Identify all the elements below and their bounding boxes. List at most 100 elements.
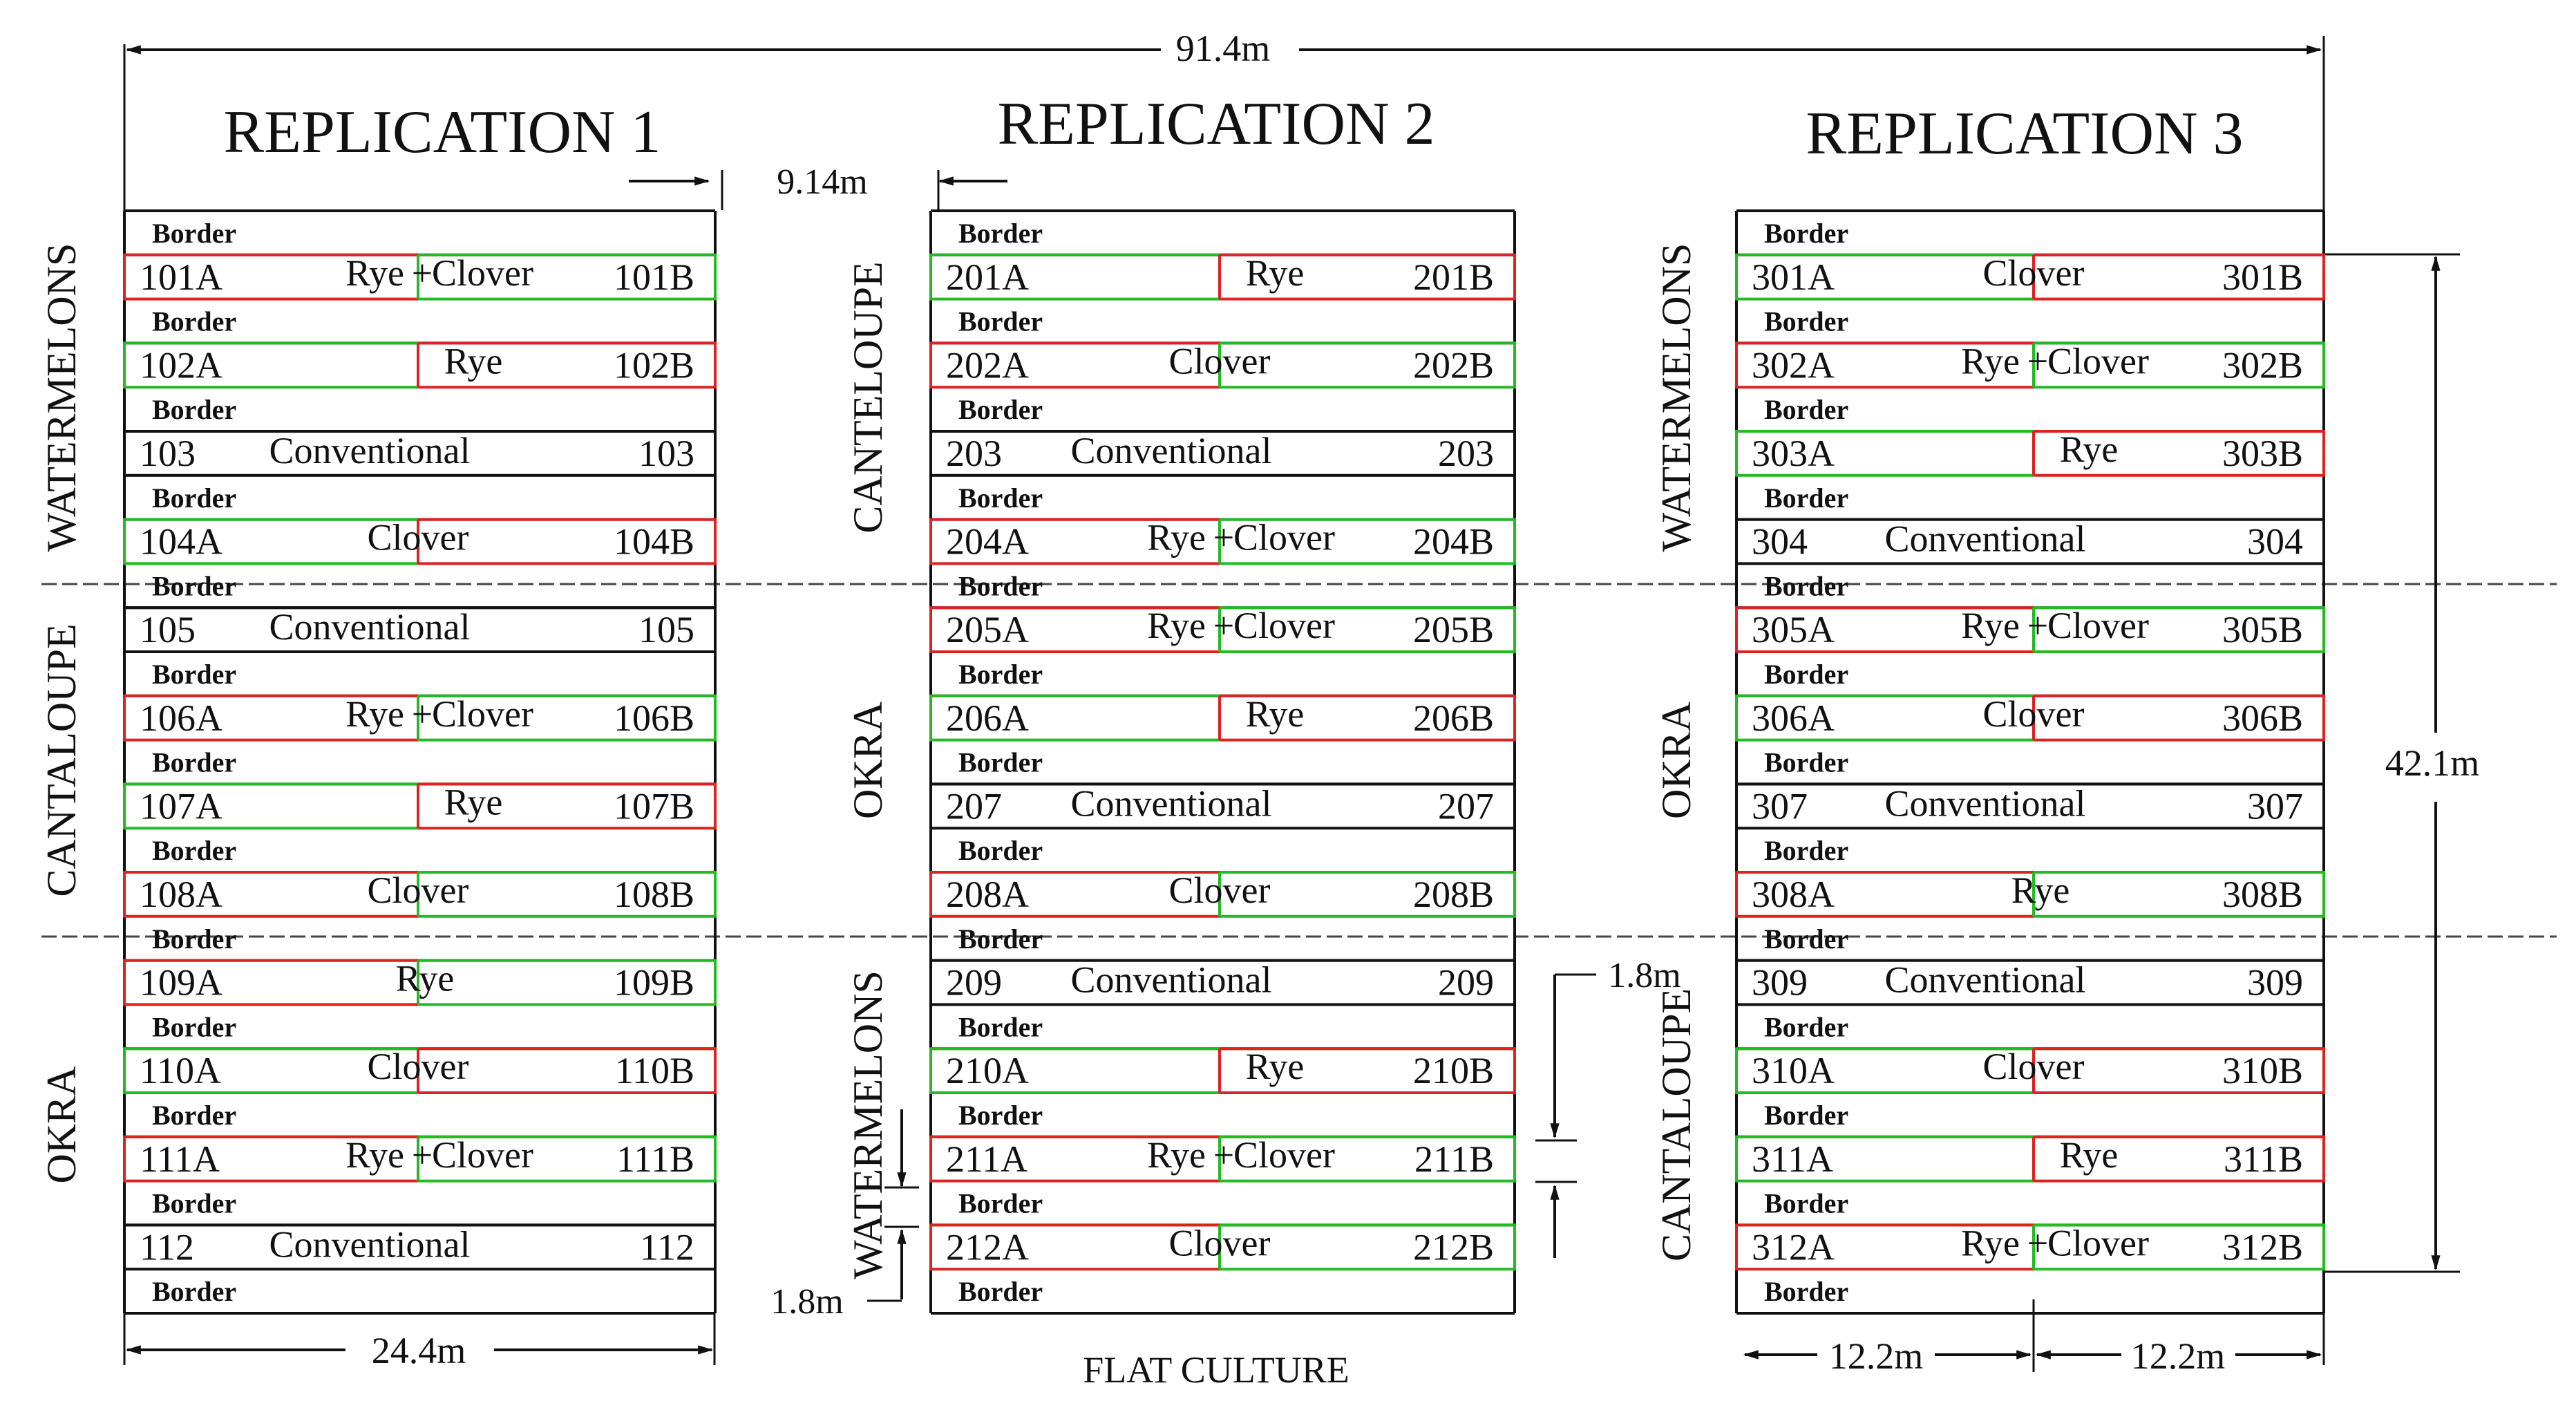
plot-left-half-outline — [929, 606, 1220, 653]
border-row-label: Border — [1764, 394, 1848, 425]
plot-id-right: 306B — [2222, 697, 2303, 739]
plot-treatment-clover: Clover — [2047, 1222, 2149, 1263]
crop-label-rep2-zone3: WATERMELONS — [845, 970, 891, 1279]
border-row-label: Border — [152, 218, 236, 249]
plot-id-left: 212A — [946, 1226, 1029, 1268]
plot-id-right: 111B — [616, 1138, 694, 1180]
plot-id-left: 311A — [1752, 1138, 1833, 1180]
border-row-label: Border — [1764, 1276, 1848, 1307]
plot-id-left: 309 — [1752, 962, 1808, 1004]
rep-spacing-label: 9.14m — [777, 162, 867, 202]
border-row-label: Border — [958, 1011, 1043, 1042]
plot-right-half-outline — [2034, 1223, 2325, 1271]
plot-left-half-outline — [929, 871, 1220, 918]
plot-left-half-outline — [929, 518, 1220, 565]
plot-right-half-outline — [2034, 253, 2325, 301]
plot-treatment-rye: Rye — [1961, 1222, 2020, 1263]
border-row-label: Border — [958, 923, 1043, 955]
plot-treatment-clover: Clover — [1169, 870, 1271, 911]
border-row-label: Border — [152, 394, 236, 425]
plot-treatment-conventional: Conventional — [1071, 430, 1272, 471]
plot-id-right: 206B — [1413, 697, 1494, 739]
plot-left-half-outline — [1735, 341, 2034, 389]
plot-treatment-conventional: Conventional — [1885, 959, 2086, 1001]
plot-treatment-plus: + — [1213, 1134, 1234, 1176]
plot-id-left: 312A — [1752, 1226, 1835, 1268]
plot-treatment-plus: + — [2027, 605, 2048, 646]
border-row-label: Border — [152, 1276, 236, 1307]
border-row-label: Border — [958, 482, 1043, 514]
plot-right-half-outline — [2034, 1135, 2325, 1183]
border-row-label: Border — [152, 482, 236, 514]
crop-label-rep3-zone2: OKRA — [1654, 702, 1699, 819]
border-row-label: Border — [152, 659, 236, 690]
plot-outline — [929, 782, 1516, 830]
plot-outline — [123, 430, 717, 477]
plot-left-half-outline — [929, 694, 1220, 742]
plot-treatment-rye: Rye — [1147, 517, 1206, 558]
plot-id-right: 209 — [1438, 962, 1494, 1004]
plot-id-right: 308B — [2222, 874, 2303, 915]
border-row-label: Border — [152, 1100, 236, 1131]
plot-id-left: 308A — [1752, 874, 1835, 915]
plot-outline — [123, 1223, 717, 1271]
plot-id-right: 311B — [2224, 1138, 2303, 1180]
plot-treatment-rye: Rye — [345, 693, 404, 735]
border-row-label: Border — [1764, 659, 1848, 690]
plot-left-half-outline — [123, 782, 418, 830]
plot-treatment-rye: Rye — [444, 340, 503, 382]
plot-left-half-outline — [1735, 1135, 2034, 1183]
plot-left-half-outline — [929, 1047, 1220, 1094]
plot-id-left: 210A — [946, 1050, 1029, 1091]
plot-right-half-outline — [1220, 606, 1516, 653]
plot-right-half-outline — [2034, 606, 2325, 653]
plot-treatment-plus: + — [412, 693, 433, 735]
plot-id-right: 205B — [1413, 609, 1494, 650]
plot-left-half-outline — [123, 959, 418, 1006]
border-row-label: Border — [152, 923, 236, 955]
border-row-label: Border — [958, 835, 1043, 866]
rep1-width-dimension: 24.4m — [125, 1313, 716, 1371]
plot-right-half-outline — [1220, 341, 1516, 389]
replication-1-title: REPLICATION 1 — [223, 99, 661, 166]
plot-treatment-rye: Rye — [1246, 1046, 1305, 1087]
plot-id-right: 305B — [2222, 609, 2303, 650]
crop-label-rep1-zone3: OKRA — [39, 1066, 84, 1183]
plot-id-left: 203 — [946, 433, 1002, 474]
plot-right-half-outline — [2034, 1047, 2325, 1094]
plot-id-left: 205A — [946, 609, 1029, 650]
plot-right-half-outline — [2034, 871, 2325, 918]
plot-id-left: 106A — [140, 697, 222, 739]
plot-id-right: 302B — [2222, 344, 2303, 386]
border-row-label: Border — [1764, 1011, 1848, 1042]
plot-treatment-clover: Clover — [1233, 1134, 1335, 1176]
border-row-label: Border — [152, 1011, 236, 1042]
plot-right-half-outline — [418, 694, 717, 742]
plot-id-left: 306A — [1752, 697, 1835, 739]
plot-id-left: 103 — [140, 433, 196, 474]
plot-id-right: 208B — [1413, 874, 1494, 915]
plot-id-left: 101A — [140, 256, 222, 298]
plot-treatment-clover: Clover — [1983, 693, 2085, 735]
plot-id-left: 307 — [1752, 785, 1808, 827]
plot-id-right: 210B — [1413, 1050, 1494, 1091]
border-row-label: Border — [958, 218, 1043, 249]
plot-treatment-clover: Clover — [1983, 1046, 2085, 1087]
border-row-label: Border — [958, 394, 1043, 425]
plot-id-right: 109B — [614, 962, 694, 1004]
plot-id-left: 201A — [946, 256, 1029, 298]
plot-id-right: 106B — [614, 697, 694, 739]
plot-right-half-outline — [418, 871, 717, 918]
plot-left-half-outline — [123, 1135, 418, 1183]
plot-treatment-clover: Clover — [432, 252, 533, 294]
alley-bottom-label: 1.8m — [770, 1282, 843, 1322]
plot-left-half-outline — [929, 1223, 1220, 1271]
plot-right-half-outline — [1220, 1047, 1516, 1094]
plot-id-right: 105 — [638, 609, 694, 650]
border-row-label: Border — [958, 306, 1043, 337]
plot-right-half-outline — [418, 341, 717, 389]
plot-treatment-rye: Rye — [345, 252, 404, 294]
plot-id-right: 303B — [2222, 433, 2303, 474]
